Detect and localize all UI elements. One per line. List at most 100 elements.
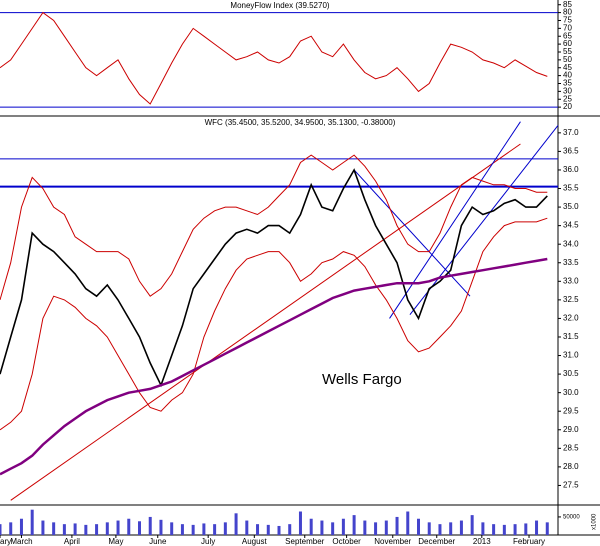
price-title: WFC (35.4500, 35.5200, 34.9500, 35.1300,…: [205, 118, 396, 127]
volume-bar: [384, 520, 388, 535]
x-tick-label: August: [242, 537, 268, 546]
y-tick-label: 31.5: [563, 332, 579, 341]
volume-bar: [288, 524, 292, 535]
y-tick-label: 34.0: [563, 239, 579, 248]
y-tick-label: 80: [563, 8, 572, 17]
x-tick-label: September: [285, 537, 324, 546]
trend-line: [10, 143, 521, 501]
annotation: Wells Fargo: [322, 371, 402, 388]
series-line: [0, 154, 548, 301]
x-tick-label: 2013: [473, 537, 491, 546]
y-tick-label: 28.0: [563, 462, 579, 471]
volume-bar: [234, 513, 238, 535]
volume-bar: [363, 520, 367, 535]
volume-bar: [245, 520, 249, 535]
volume-bar: [127, 518, 131, 535]
volume-bar: [449, 522, 453, 535]
series-line: [0, 217, 548, 431]
volume-bar: [309, 518, 313, 535]
volume-bar: [202, 523, 206, 535]
volume-bar: [213, 524, 217, 535]
x-tick-label: February: [513, 537, 545, 546]
y-tick-label: 28.5: [563, 443, 579, 452]
x-tick-label: June: [149, 537, 167, 546]
x-tick-label: ary: [0, 537, 11, 546]
y-tick-label: 55: [563, 47, 572, 56]
volume-bar: [138, 521, 141, 535]
volume-bar: [105, 522, 109, 535]
x-tick-label: May: [108, 537, 123, 546]
volume-bar: [256, 524, 260, 535]
volume-bar: [191, 524, 195, 535]
y-tick-label: 31.0: [563, 351, 579, 360]
y-tick-label: 37.0: [563, 128, 579, 137]
y-tick-label: 35.5: [563, 184, 579, 193]
y-tick-label: 65: [563, 31, 572, 40]
volume-bar: [116, 520, 120, 535]
volume-unit: x1000: [592, 513, 598, 530]
x-tick-label: December: [418, 537, 455, 546]
volume-bar: [545, 522, 549, 535]
y-tick-label: 50000: [563, 515, 580, 521]
volume-bar: [417, 518, 420, 535]
volume-bar: [352, 515, 356, 535]
y-tick-label: 36.0: [563, 165, 579, 174]
volume-bar: [427, 522, 431, 535]
y-tick-label: 85: [563, 0, 572, 9]
y-tick-label: 35: [563, 79, 572, 88]
x-tick-label: April: [64, 537, 80, 546]
volume-bar: [320, 520, 324, 535]
volume-bar: [159, 519, 163, 535]
y-tick-label: 35.0: [563, 202, 579, 211]
y-tick-label: 20: [563, 102, 572, 111]
volume-bar: [180, 524, 184, 535]
volume-bar: [341, 518, 345, 535]
volume-bar: [73, 523, 77, 535]
volume-bar: [95, 524, 99, 535]
y-tick-label: 30: [563, 86, 572, 95]
y-tick-label: 29.0: [563, 425, 579, 434]
x-tick-label: October: [332, 537, 361, 546]
volume-bar: [277, 525, 281, 535]
volume-bar: [148, 516, 152, 535]
x-tick-label: November: [374, 537, 411, 546]
volume-bar: [9, 522, 13, 535]
y-tick-label: 75: [563, 16, 572, 25]
volume-bar: [52, 522, 56, 535]
y-tick-label: 30.0: [563, 388, 579, 397]
volume-bar: [331, 522, 335, 535]
y-tick-label: 34.5: [563, 221, 579, 230]
y-tick-label: 60: [563, 39, 572, 48]
volume-bar: [266, 524, 270, 535]
volume-bar: [223, 522, 227, 535]
volume-bar: [470, 515, 474, 535]
mfi-title: MoneyFlow Index (39.5270): [230, 1, 330, 10]
y-tick-label: 32.0: [563, 314, 579, 323]
y-tick-label: 33.0: [563, 276, 579, 285]
volume-bar: [298, 511, 302, 535]
volume-bar: [62, 524, 66, 535]
volume-bar: [19, 518, 23, 535]
y-tick-label: 32.5: [563, 295, 579, 304]
volume-bar: [535, 520, 539, 535]
volume-bar: [524, 523, 528, 535]
y-tick-label: 30.5: [563, 369, 579, 378]
volume-bar: [492, 524, 496, 535]
x-tick-label: March: [10, 537, 32, 546]
y-tick-label: 25: [563, 94, 572, 103]
volume-bar: [41, 520, 45, 535]
volume-bar: [502, 524, 506, 535]
volume-bar: [481, 522, 485, 535]
volume-bar: [513, 524, 517, 535]
y-tick-label: 36.5: [563, 147, 579, 156]
volume-bar: [374, 522, 378, 535]
trend-line: [389, 121, 521, 319]
y-tick-label: 33.5: [563, 258, 579, 267]
volume-bar: [0, 524, 2, 535]
y-tick-label: 45: [563, 63, 572, 72]
y-tick-label: 50: [563, 55, 572, 64]
volume-bar: [170, 522, 174, 535]
series-line: [0, 168, 548, 388]
